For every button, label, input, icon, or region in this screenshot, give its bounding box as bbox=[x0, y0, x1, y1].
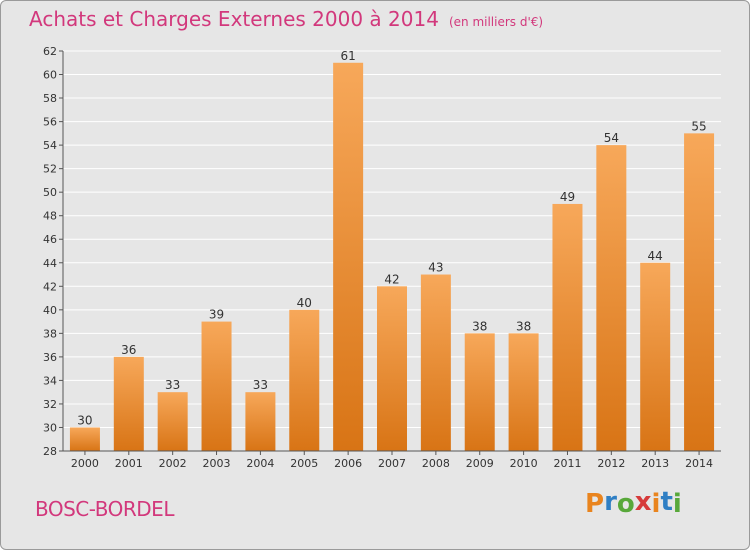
chart-title: Achats et Charges Externes 2000 à 2014 (e… bbox=[29, 7, 543, 31]
y-tick-label: 30 bbox=[43, 421, 57, 434]
data-label-2013: 44 bbox=[648, 249, 663, 263]
title-text: Achats et Charges Externes 2000 à 2014 bbox=[29, 7, 439, 31]
commune-name: BOSC-BORDEL bbox=[35, 497, 174, 521]
y-tick-label: 28 bbox=[43, 445, 57, 458]
y-tick-label: 40 bbox=[43, 304, 57, 317]
x-tick-label-2006: 2006 bbox=[334, 457, 362, 470]
y-tick-label: 54 bbox=[43, 139, 57, 152]
bar-2005 bbox=[289, 309, 320, 451]
bar-2010 bbox=[508, 333, 539, 451]
y-tick-label: 52 bbox=[43, 163, 57, 176]
y-tick-label: 46 bbox=[43, 233, 57, 246]
bar-2004 bbox=[245, 392, 276, 451]
data-label-2000: 30 bbox=[77, 413, 92, 427]
logo-letter: i bbox=[672, 489, 682, 519]
data-label-2001: 36 bbox=[121, 343, 136, 357]
y-tick-label: 48 bbox=[43, 210, 57, 223]
data-label-2005: 40 bbox=[297, 296, 312, 310]
y-tick-label: 34 bbox=[43, 374, 57, 387]
data-label-2011: 49 bbox=[560, 190, 575, 204]
y-axis: 28 30 32 34 36 38 40 42 44 46 48 50 52 54 56 58 60 62 bbox=[43, 45, 64, 458]
y-tick-label: 56 bbox=[43, 116, 57, 129]
data-label-2002: 33 bbox=[165, 378, 180, 392]
x-tick-label-2008: 2008 bbox=[422, 457, 450, 470]
bar-2008 bbox=[420, 274, 451, 451]
data-label-2008: 43 bbox=[428, 261, 443, 275]
x-tick-label-2007: 2007 bbox=[378, 457, 406, 470]
data-label-2006: 61 bbox=[340, 49, 355, 63]
x-tick-label-2012: 2012 bbox=[597, 457, 625, 470]
data-label-2007: 42 bbox=[384, 272, 399, 286]
x-tick-label-2000: 2000 bbox=[71, 457, 99, 470]
proxiti-logo[interactable]: Proxiti bbox=[585, 487, 682, 519]
x-tick-label-2001: 2001 bbox=[115, 457, 143, 470]
bar-2007 bbox=[377, 286, 407, 451]
data-label-2009: 38 bbox=[472, 319, 487, 333]
bar-2013 bbox=[640, 262, 671, 451]
bar-2006 bbox=[333, 62, 364, 451]
bar-2000 bbox=[69, 427, 100, 451]
y-tick-label: 38 bbox=[43, 327, 57, 340]
x-tick-label-2013: 2013 bbox=[641, 457, 669, 470]
bar-2011 bbox=[552, 203, 583, 451]
x-tick-label-2003: 2003 bbox=[203, 457, 231, 470]
bar-2012 bbox=[596, 145, 627, 451]
logo-letter: r bbox=[604, 487, 617, 517]
x-tick-label-2005: 2005 bbox=[290, 457, 318, 470]
y-tick-label: 60 bbox=[43, 69, 57, 82]
x-tick-label-2002: 2002 bbox=[159, 457, 187, 470]
bar-2009 bbox=[464, 333, 495, 451]
y-tick-label: 44 bbox=[43, 257, 57, 270]
bar-2003 bbox=[201, 321, 232, 451]
logo-letter: t bbox=[660, 487, 673, 517]
x-tick-label-2011: 2011 bbox=[553, 457, 581, 470]
y-tick-label: 50 bbox=[43, 186, 57, 199]
x-tick-label-2010: 2010 bbox=[510, 457, 538, 470]
x-tick-label-2009: 2009 bbox=[466, 457, 494, 470]
logo-letter: x bbox=[634, 487, 652, 517]
data-label-2014: 55 bbox=[691, 119, 706, 133]
data-label-2010: 38 bbox=[516, 319, 531, 333]
bars bbox=[69, 62, 715, 451]
logo-letter: i bbox=[651, 489, 661, 519]
bar-2014 bbox=[684, 133, 715, 451]
y-tick-label: 42 bbox=[43, 280, 57, 293]
data-label-2003: 39 bbox=[209, 308, 224, 322]
y-tick-label: 58 bbox=[43, 92, 57, 105]
y-tick-label: 62 bbox=[43, 45, 57, 58]
x-tick-label-2004: 2004 bbox=[246, 457, 274, 470]
logo-letter: o bbox=[616, 489, 635, 519]
logo-letter: P bbox=[585, 489, 605, 519]
y-tick-label: 36 bbox=[43, 351, 57, 364]
y-tick-label: 32 bbox=[43, 398, 57, 411]
title-unit: (en milliers d'€) bbox=[448, 15, 544, 29]
x-axis: 2000 2001 2002 2003 2004 2005 2006 2007 2008 2009… bbox=[63, 450, 721, 470]
data-labels: 30 36 33 39 33 40 61 42 43 38 38 49 54 44 55 bbox=[77, 49, 706, 428]
bar-2001 bbox=[113, 356, 144, 451]
data-label-2012: 54 bbox=[604, 131, 619, 145]
x-tick-label-2014: 2014 bbox=[685, 457, 713, 470]
data-label-2004: 33 bbox=[253, 378, 268, 392]
bar-2002 bbox=[157, 392, 188, 451]
